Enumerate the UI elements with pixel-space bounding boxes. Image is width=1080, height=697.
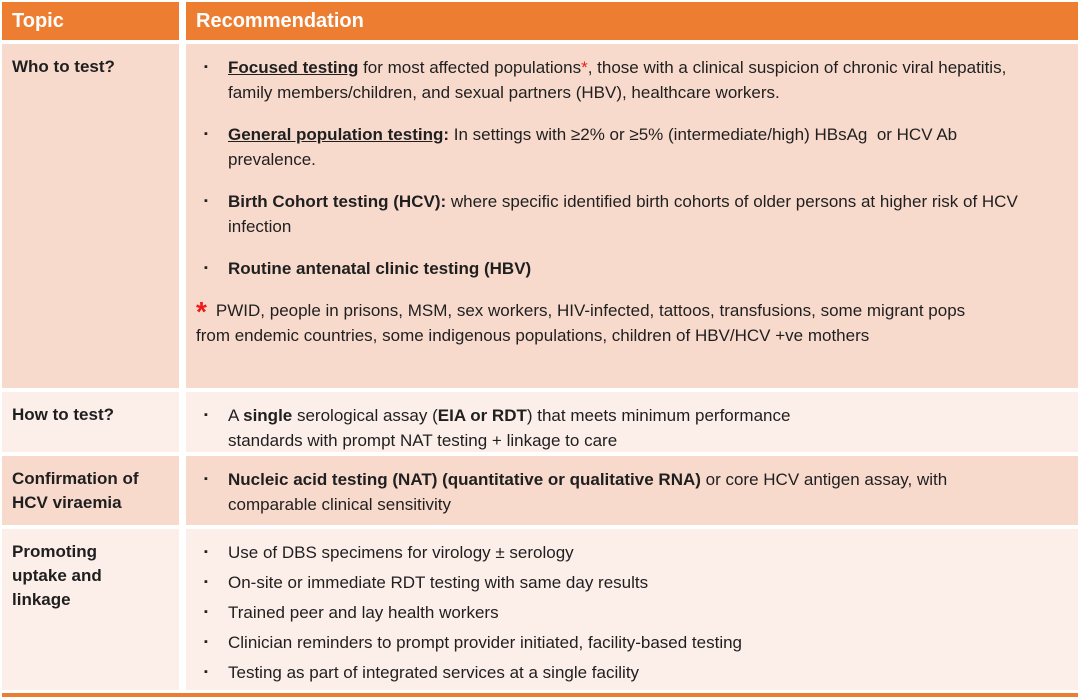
footnote-text: PWID, people in prisons, MSM, sex worker… (196, 301, 970, 345)
table-bottom-border (2, 693, 1078, 697)
bullet-text: Trained peer and lay health workers (228, 603, 499, 622)
topic-cell-how-to-test: How to test? (2, 392, 179, 452)
bullet-square-icon: ▪ (204, 576, 208, 588)
table-row-how-to-test: How to test? ▪ A single serological assay … (2, 392, 1078, 452)
bullet-text: Birth Cohort testing (HCV): where specif… (228, 192, 1023, 236)
bullet-item: ▪ Routine antenatal clinic testing (HBV) (204, 256, 1048, 281)
table-body: Who to test? ▪ Focused testing for most af… (2, 44, 1078, 693)
bullet-item: ▪ Nucleic acid testing (NAT) (quantitativ… (204, 467, 1048, 517)
bullet-item: ▪ On-site or immediate RDT testing with s… (204, 570, 1048, 595)
bullet-text: A single serological assay (EIA or RDT) … (228, 406, 796, 450)
bullet-square-icon: ▪ (204, 409, 208, 421)
bullet-text: Focused testing for most affected popula… (228, 58, 1012, 102)
bullet-item: ▪ Trained peer and lay health workers (204, 600, 1048, 625)
recommendation-cell-confirmation-of-hcv-viraemia: ▪ Nucleic acid testing (NAT) (quantitativ… (186, 456, 1078, 525)
bullet-text: Nucleic acid testing (NAT) (quantitative… (228, 470, 952, 514)
header-cell-topic: Topic (2, 2, 179, 40)
recommendation-cell-who-to-test: ▪ Focused testing for most affected popul… (186, 44, 1078, 388)
bullet-item: ▪ Use of DBS specimens for virology ± ser… (204, 540, 1048, 565)
bullet-square-icon: ▪ (204, 606, 208, 618)
topic-cell-who-to-test: Who to test? (2, 44, 179, 388)
footnote: * PWID, people in prisons, MSM, sex worke… (196, 298, 996, 348)
table-row-promoting-uptake-and-linkage: Promoting uptake and linkage ▪ Use of DBS … (2, 529, 1078, 690)
table-row-who-to-test: Who to test? ▪ Focused testing for most af… (2, 44, 1078, 388)
bullet-item: ▪ Birth Cohort testing (HCV): where speci… (204, 189, 1048, 239)
header-cell-recommendation: Recommendation (186, 2, 1078, 40)
bullet-text: General population testing: In settings … (228, 125, 962, 169)
topic-cell-confirmation-of-hcv-viraemia: Confirmation of HCV viraemia (2, 456, 179, 525)
table-header-row: Topic Recommendation (2, 2, 1078, 40)
bullet-square-icon: ▪ (204, 195, 208, 207)
recommendation-cell-how-to-test: ▪ A single serological assay (EIA or RDT)… (186, 392, 1078, 452)
bullet-text: Use of DBS specimens for virology ± sero… (228, 543, 574, 562)
table-row-confirmation-of-hcv-viraemia: Confirmation of HCV viraemia ▪ Nucleic aci… (2, 456, 1078, 525)
footnote-asterisk-icon: * (196, 296, 207, 327)
bullet-item: ▪ Clinician reminders to prompt provider … (204, 630, 1048, 655)
bullet-item: ▪ A single serological assay (EIA or RDT)… (204, 403, 1048, 452)
bullet-square-icon: ▪ (204, 128, 208, 140)
bullet-square-icon: ▪ (204, 473, 208, 485)
bullet-square-icon: ▪ (204, 666, 208, 678)
bullet-item: ▪ Testing as part of integrated services … (204, 660, 1048, 685)
bullet-text: Routine antenatal clinic testing (HBV) (228, 259, 532, 278)
bullet-square-icon: ▪ (204, 262, 208, 274)
bullet-text: Clinician reminders to prompt provider i… (228, 633, 743, 652)
bullet-square-icon: ▪ (204, 61, 208, 73)
topic-cell-promoting-uptake-and-linkage: Promoting uptake and linkage (2, 529, 179, 690)
bullet-square-icon: ▪ (204, 636, 208, 648)
bullet-text: On-site or immediate RDT testing with sa… (228, 573, 649, 592)
bullet-item: ▪ General population testing: In settings… (204, 122, 1048, 172)
bullet-text: Testing as part of integrated services a… (228, 663, 640, 682)
bullet-square-icon: ▪ (204, 546, 208, 558)
bullet-item: ▪ Focused testing for most affected popul… (204, 55, 1048, 105)
recommendation-cell-promoting-uptake-and-linkage: ▪ Use of DBS specimens for virology ± ser… (186, 529, 1078, 690)
